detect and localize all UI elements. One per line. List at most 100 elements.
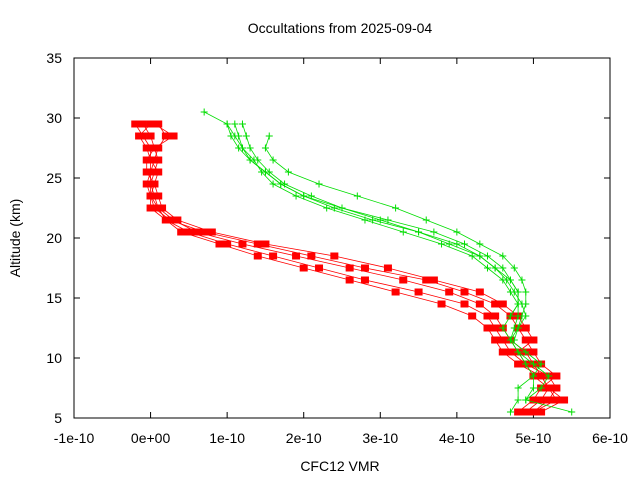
data-point [150,120,159,128]
data-point [150,180,159,188]
data-point [330,252,339,260]
data-point [491,324,500,332]
data-point [430,228,438,236]
data-point [177,228,186,236]
y-tick-label: 25 [46,170,62,186]
data-point [161,132,170,140]
data-point [131,120,140,128]
data-point [307,252,316,260]
data-point [510,264,518,272]
data-point [261,144,269,152]
x-tick-label: 0e+00 [131,430,171,446]
data-point [514,300,522,308]
data-point [514,288,522,296]
data-point [529,336,538,344]
data-point [265,132,273,140]
data-point [207,228,216,236]
data-point [498,348,507,356]
data-point [392,204,400,212]
data-point [506,348,515,356]
data-point [184,228,193,236]
data-point [560,396,569,404]
data-point [506,312,514,320]
data-point [529,372,537,380]
data-point [544,396,553,404]
data-point [522,288,530,296]
data-point [154,204,163,212]
data-point [468,252,476,260]
data-point [544,384,553,392]
data-point [491,312,500,320]
green-profiles-line-3 [264,135,527,341]
data-point [360,264,369,272]
data-point [422,216,430,224]
data-point [483,252,491,260]
y-tick-label: 5 [54,410,62,426]
data-point [514,408,523,416]
chart-title: Occultations from 2025-09-04 [248,20,433,36]
data-point [169,132,178,140]
y-tick-label: 35 [46,50,62,66]
data-point [238,240,247,248]
series-green-profiles [200,108,576,416]
x-tick-label: 2e-10 [286,430,322,446]
data-point [521,324,530,332]
data-point [537,384,545,392]
data-point [499,252,507,260]
data-point [537,408,546,416]
data-point [476,252,484,260]
data-point [345,264,354,272]
data-point [552,396,561,404]
data-point [491,300,500,308]
data-point [514,360,523,368]
data-point [235,132,243,140]
data-point [200,108,208,116]
data-point [238,120,246,128]
data-point [552,372,561,380]
data-point [491,264,499,272]
data-point [529,408,538,416]
data-point [246,144,254,152]
data-point [315,264,324,272]
data-point [514,384,522,392]
green-profiles-line-1 [234,123,572,413]
data-point [537,360,545,368]
data-point [414,288,423,296]
data-point [383,264,392,272]
data-point [242,132,250,140]
data-point [284,168,292,176]
data-point [522,360,530,368]
data-point [154,192,163,200]
series-layer [131,108,576,416]
data-point [361,216,369,224]
y-tick-label: 20 [46,230,62,246]
data-point [506,276,514,284]
x-axis-label: CFC12 VMR [300,458,379,474]
data-point [384,216,392,224]
data-point [173,216,182,224]
data-point [261,168,269,176]
data-point [429,276,438,284]
data-point [223,120,231,128]
data-point [445,240,453,248]
data-point [345,276,354,284]
data-point [315,180,323,188]
data-point [514,324,522,332]
data-point [437,300,446,308]
y-axis-label: Altitude (km) [7,199,23,278]
data-point [192,228,201,236]
x-tick-label: 6e-10 [592,430,628,446]
data-point [521,336,530,344]
data-point [200,228,209,236]
data-point [461,240,469,248]
data-point [529,348,538,356]
data-point [299,264,308,272]
data-point [453,240,461,248]
data-point [498,336,507,344]
data-point [422,276,431,284]
x-tick-label: -1e-10 [54,430,95,446]
y-tick-label: 10 [46,350,62,366]
data-point [391,288,400,296]
x-tick-label: 1e-10 [209,430,245,446]
